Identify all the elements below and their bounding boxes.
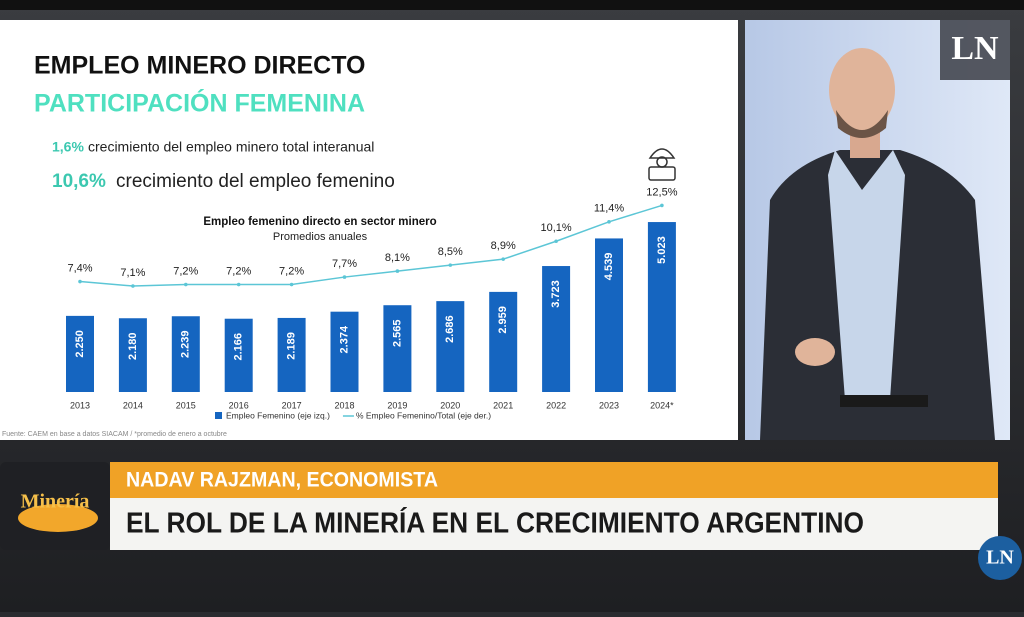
bar — [489, 291, 518, 392]
badge-label: Minería — [21, 491, 90, 513]
stat-value: 1,6% — [52, 139, 84, 155]
bar — [66, 315, 94, 392]
line-point — [607, 220, 611, 224]
bar-value-label: 2.180 — [127, 332, 139, 360]
x-tick-label: 2017 — [282, 400, 302, 410]
logo-box — [940, 20, 1010, 80]
line-value-label: 7,4% — [67, 262, 92, 274]
line-value-label: 12,5% — [646, 186, 677, 198]
bar-value-label: 2.189 — [286, 332, 298, 360]
line-point — [660, 203, 664, 208]
bar-value-label: 2.374 — [338, 325, 350, 353]
stat-text: crecimiento del empleo femenino — [116, 171, 395, 192]
x-tick-label: 2021 — [493, 400, 513, 410]
line-value-label: 10,1% — [540, 222, 571, 234]
bar — [171, 316, 200, 392]
line-value-label: 7,2% — [279, 265, 304, 277]
legend-swatch — [215, 412, 222, 419]
bar — [436, 301, 465, 392]
bar-value-label: 2.166 — [233, 333, 245, 361]
line-point — [184, 282, 188, 287]
speaker-name: NADAV RAJZMAN, ECONOMISTA — [126, 469, 438, 492]
x-tick-label: 2022 — [546, 400, 566, 410]
line-value-label: 7,2% — [226, 265, 251, 277]
bar-value-label: 2.239 — [180, 330, 192, 358]
bar-value-label: 2.959 — [497, 306, 509, 334]
worker-icon — [648, 148, 676, 181]
line-value-label: 8,5% — [438, 246, 463, 258]
line-point — [236, 282, 241, 287]
line-value-label: 7,1% — [120, 267, 145, 279]
source-note: Fuente: CAEM en base a datos SIACAM / *p… — [2, 431, 227, 438]
line-point — [501, 257, 506, 261]
top-edge — [0, 0, 1024, 10]
bar — [383, 305, 412, 392]
chart-title: Empleo femenino directo en sector minero — [203, 216, 436, 228]
line-value-label: 11,4% — [594, 203, 625, 215]
bar — [595, 238, 623, 392]
bar-value-label: 5.023 — [656, 236, 668, 264]
chart-subtitle: Promedios anuales — [273, 231, 368, 243]
corner-logo: LN — [986, 547, 1014, 569]
logo: LN — [951, 30, 999, 67]
x-tick-label: 2024* — [650, 400, 674, 410]
x-tick-label: 2023 — [599, 400, 619, 410]
headline: EL ROL DE LA MINERÍA EN EL CRECIMIENTO A… — [126, 506, 864, 540]
line-point — [289, 282, 294, 287]
name-bar — [110, 462, 998, 498]
stat-text: crecimiento del empleo minero total inte… — [88, 139, 374, 155]
slide-subtitle: PARTICIPACIÓN FEMENINA — [34, 88, 365, 118]
helmet — [18, 504, 98, 532]
line-point — [78, 279, 82, 284]
bar-value-label: 2.250 — [74, 330, 86, 358]
slide — [0, 20, 738, 440]
speaker — [760, 48, 995, 440]
line-point — [131, 284, 135, 288]
line-point — [395, 269, 400, 273]
x-tick-label: 2013 — [70, 400, 90, 410]
legend-label: % Empleo Femenino/Total (eje der.) — [356, 410, 491, 420]
line-value-label: 8,1% — [385, 252, 410, 264]
bar — [330, 311, 359, 392]
bar — [277, 317, 306, 392]
x-tick-label: 2019 — [387, 400, 407, 410]
bar — [542, 266, 571, 392]
stat-value: 10,6% — [52, 171, 106, 192]
x-tick-label: 2016 — [229, 400, 249, 410]
line-value-label: 7,2% — [173, 265, 198, 277]
x-tick-label: 2018 — [334, 400, 354, 410]
bar-value-label: 2.686 — [444, 315, 456, 343]
bar-value-label: 4.539 — [603, 253, 615, 281]
x-tick-label: 2014 — [123, 400, 143, 410]
line-value-label: 8,9% — [491, 240, 516, 252]
x-tick-label: 2015 — [176, 400, 196, 410]
bar-value-label: 3.723 — [550, 280, 562, 308]
bar — [224, 318, 253, 392]
bar — [647, 222, 676, 392]
line-point — [554, 239, 558, 244]
x-tick-label: 2020 — [440, 400, 460, 410]
bar-value-label: 2.565 — [391, 319, 403, 347]
headline-bar — [110, 498, 998, 550]
slide-title: EMPLEO MINERO DIRECTO — [34, 52, 366, 80]
line — [79, 204, 663, 287]
corner-logo-bg — [978, 536, 1022, 580]
line-point — [342, 275, 347, 279]
bar — [118, 318, 147, 392]
legend-label: Empleo Femenino (eje izq.) — [226, 410, 330, 420]
line-point — [448, 263, 453, 267]
line-value-label: 7,7% — [332, 258, 357, 270]
